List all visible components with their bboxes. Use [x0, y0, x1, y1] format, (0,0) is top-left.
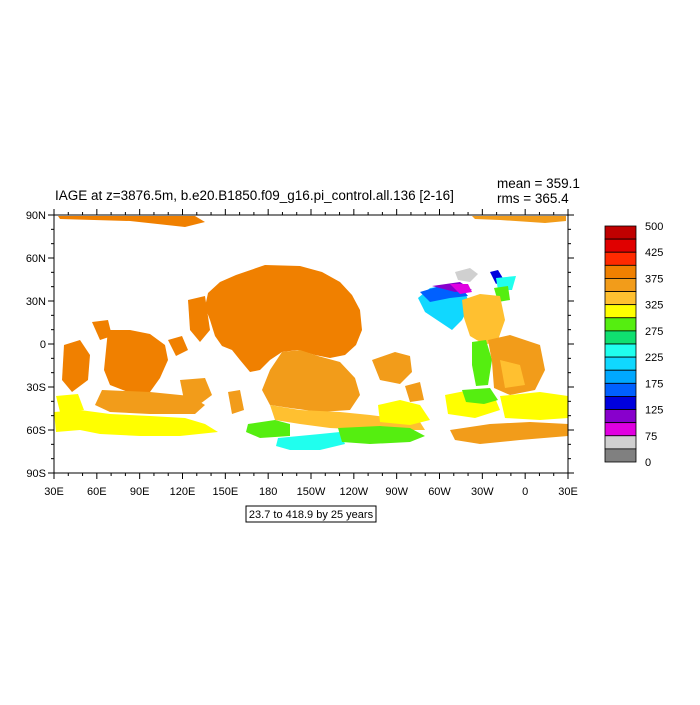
x-tick-label: 120W — [339, 486, 368, 498]
colorbar: 500 425 375 325 275 225 175 125 75 0 — [604, 221, 663, 469]
east-pacific-orange — [372, 352, 412, 384]
west-pacific-orange — [188, 296, 210, 342]
x-tick-label: 150E — [212, 486, 238, 498]
colorbar-swatch — [604, 330, 637, 345]
colorbar-swatch — [604, 225, 637, 240]
colorbar-swatch — [604, 251, 637, 266]
colorbar-swatch — [604, 435, 637, 450]
south-pacific-yellow — [270, 405, 425, 430]
x-tick-label: 60E — [87, 486, 107, 498]
ross-cyan — [276, 432, 345, 450]
y-tick-label: 60S — [26, 425, 46, 437]
colorbar-label: 225 — [645, 352, 663, 364]
indian-east-orange — [180, 378, 212, 404]
contour-info-text: 23.7 to 418.9 by 25 years — [249, 509, 374, 521]
colorbar-swatch — [604, 422, 637, 437]
colorbar-label: 275 — [645, 326, 663, 338]
colorbar-swatch — [604, 396, 637, 410]
colorbar-label: 500 — [645, 221, 663, 233]
colorbar-label: 0 — [645, 457, 651, 469]
indian-ocean-orange — [104, 330, 168, 392]
map-plot-area — [53, 214, 569, 474]
rms-stat: rms = 365.4 — [497, 191, 569, 206]
y-tick-label: 90S — [26, 468, 46, 480]
y-tick-label: 30N — [26, 296, 46, 308]
x-tick-label: 150W — [297, 486, 326, 498]
x-tick-label: 30E — [558, 486, 578, 498]
arctic-strip-east — [472, 216, 566, 223]
colorbar-swatch — [604, 382, 637, 397]
pacific-orange-region — [205, 265, 362, 372]
x-tick-label: 90E — [130, 486, 150, 498]
colorbar-swatch — [604, 369, 637, 384]
colorbar-swatch — [604, 304, 637, 319]
contour-info-box — [245, 505, 377, 523]
south-atlantic-deep — [500, 360, 525, 388]
x-tick-label: 60W — [428, 486, 451, 498]
colorbar-label: 175 — [645, 378, 663, 390]
x-tick-label: 0 — [522, 486, 528, 498]
colorbar-swatch — [604, 291, 637, 306]
southern-atlantic-orange — [450, 422, 568, 444]
mean-stat: mean = 359.1 — [497, 176, 580, 191]
southern-yellow-patch — [56, 394, 84, 412]
arctic-strip-west — [58, 216, 205, 227]
latitude-axis: 90N 60N 30N 0 30S 60S 90S — [26, 210, 574, 480]
colorbar-label: 325 — [645, 300, 663, 312]
greenland-gray — [455, 268, 478, 282]
nordic-cyan — [496, 276, 516, 290]
y-tick-label: 90N — [26, 210, 46, 222]
labrador-magenta — [450, 284, 472, 294]
y-tick-label: 60N — [26, 253, 46, 265]
x-tick-label: 30W — [471, 486, 494, 498]
philippine-orange — [168, 336, 188, 356]
y-tick-label: 0 — [40, 339, 46, 351]
colorbar-swatch — [604, 264, 637, 279]
south-pacific-light-orange — [262, 350, 360, 412]
ross-green — [246, 420, 290, 438]
x-tick-label: 120E — [170, 486, 196, 498]
africa-east-orange — [62, 340, 90, 392]
colorbar-swatch — [604, 317, 637, 332]
equatorial-atlantic-green — [472, 340, 492, 386]
colorbar-swatch — [604, 278, 637, 292]
australia-west-orange — [228, 390, 244, 414]
x-tick-label: 30E — [44, 486, 64, 498]
x-tick-label: 90W — [385, 486, 408, 498]
colorbar-swatch — [604, 448, 637, 463]
longitude-axis: 30E 60E 90E 120E 150E 180 150W 120W 90W 60W 30W 0 30… — [44, 209, 578, 498]
weddell-green — [462, 388, 498, 404]
colorbar-label: 75 — [645, 431, 657, 443]
southern-atlantic-yellow-e — [500, 392, 568, 420]
southern-indian-yellow — [54, 410, 218, 436]
map-title: IAGE at z=3876.5m, b.e20.B1850.f09_g16.p… — [55, 188, 454, 203]
colorbar-label: 125 — [645, 405, 663, 417]
mid-atlantic-light — [462, 294, 505, 345]
colorbar-swatch — [604, 343, 637, 358]
y-tick-label: 30S — [26, 382, 46, 394]
amundsen-green — [338, 426, 425, 444]
arabian-orange — [92, 320, 112, 340]
x-tick-label: 180 — [259, 486, 277, 498]
colorbar-swatch — [604, 356, 637, 371]
peru-orange — [405, 382, 424, 402]
indian-south-light — [95, 390, 205, 414]
colorbar-label: 375 — [645, 273, 663, 285]
colorbar-label: 425 — [645, 247, 663, 259]
colorbar-swatch — [604, 238, 637, 253]
south-atlantic-yellow — [378, 400, 430, 425]
colorbar-swatch — [604, 409, 637, 424]
